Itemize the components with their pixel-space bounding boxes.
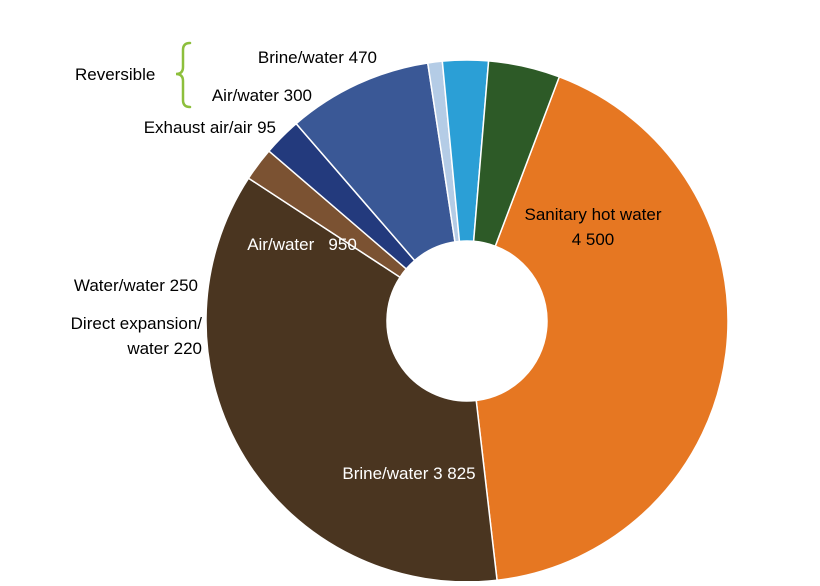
reversible-label: Reversible bbox=[75, 65, 155, 84]
group-layer: Reversible bbox=[75, 41, 192, 109]
slice-label-brine-water-reversible-line1: Brine/water 470 bbox=[258, 48, 377, 67]
slice-label-direct-expansion-water-line1: Direct expansion/ bbox=[71, 314, 203, 333]
slices-layer bbox=[205, 59, 729, 583]
slice-label-sanitary-hot-water-line1: Sanitary hot water bbox=[524, 205, 661, 224]
slice-label-direct-expansion-water-line2: water 220 bbox=[126, 339, 202, 358]
slice-sanitary-hot-water bbox=[475, 75, 729, 582]
slice-label-exhaust-air-air-line1: Exhaust air/air 95 bbox=[144, 118, 276, 137]
slice-brine-water-reversible bbox=[472, 60, 561, 248]
slice-label-water-water-line1: Water/water 250 bbox=[74, 276, 198, 295]
slice-label-air-water-reversible-line1: Air/water 300 bbox=[212, 86, 312, 105]
slice-brine-water bbox=[205, 177, 498, 583]
slice-label-air-water-line1: Air/water 950 bbox=[247, 235, 357, 254]
slice-label-sanitary-hot-water-line2: 4 500 bbox=[572, 230, 615, 249]
labels-layer: Sanitary hot water 4 500 Brine/water 3 825… bbox=[71, 48, 662, 483]
reversible-bracket bbox=[175, 41, 192, 109]
slice-label-brine-water-line1: Brine/water 3 825 bbox=[342, 464, 475, 483]
